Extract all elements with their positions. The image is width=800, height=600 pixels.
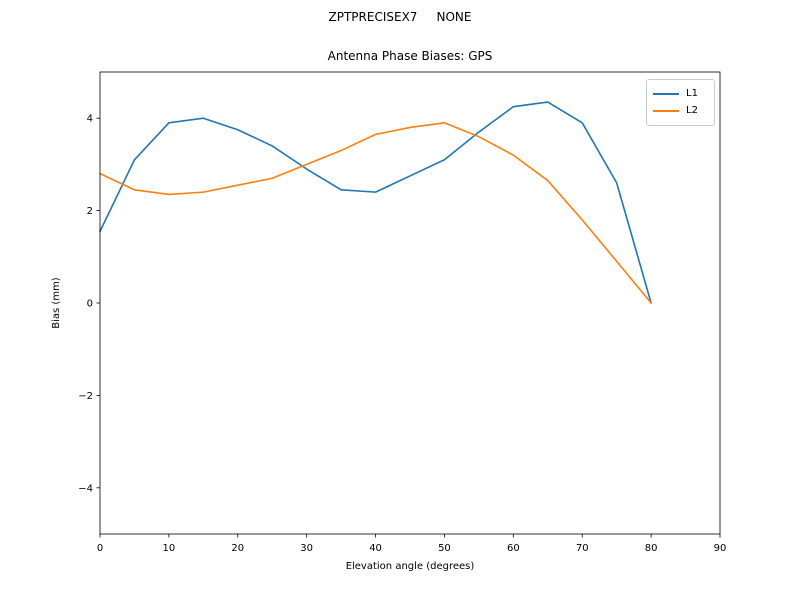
x-axis-label: Elevation angle (degrees)	[345, 561, 475, 572]
legend-line-swatch-l1	[653, 92, 679, 95]
x-tick-label: 50	[438, 543, 451, 554]
y-tick-label: 2	[87, 206, 93, 217]
x-tick-label: 70	[576, 543, 589, 554]
y-axis-label: Bias (mm)	[51, 277, 62, 329]
legend-label-l2: L2	[686, 105, 698, 117]
legend-line-swatch-l2	[653, 110, 679, 113]
x-tick-label: 80	[645, 543, 658, 554]
plot-frame	[99, 71, 721, 535]
x-tick-label: 10	[163, 543, 176, 554]
y-tick-label: 0	[87, 299, 93, 310]
x-tick-label: 60	[507, 543, 520, 554]
x-tick-label: 40	[369, 543, 382, 554]
y-tick-label: −2	[78, 391, 93, 402]
axes-title: Antenna Phase Biases: GPS	[327, 49, 493, 63]
series-line-l1	[99, 101, 652, 304]
legend: L1 L2	[646, 79, 715, 126]
y-tick-label: −4	[78, 483, 93, 494]
series-line-l2	[99, 122, 652, 304]
legend-entry-l1: L1	[653, 87, 708, 99]
figure-suptitle: ZPTPRECISEX7 NONE	[328, 10, 472, 24]
x-tick-label: 20	[231, 543, 244, 554]
legend-entry-l2: L2	[653, 106, 708, 116]
legend-label-l1: L1	[686, 87, 698, 99]
x-tick-label: 30	[300, 543, 313, 554]
x-tick-label: 90	[714, 543, 727, 554]
y-tick-label: 4	[87, 114, 93, 125]
x-tick-label: 0	[97, 543, 103, 554]
